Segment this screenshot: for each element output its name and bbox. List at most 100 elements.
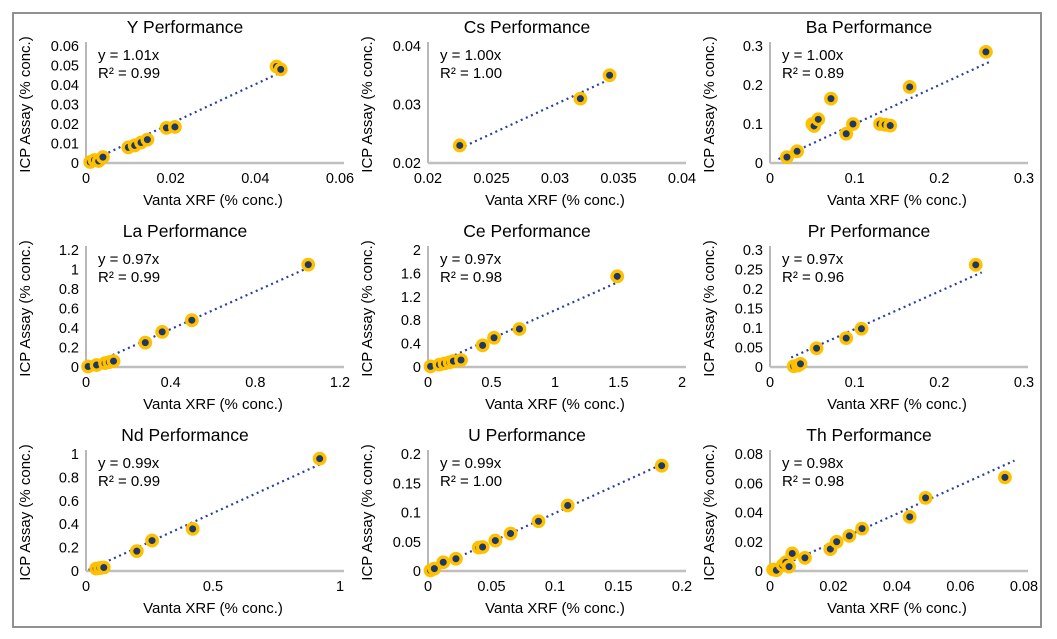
y-axis-label: ICP Assay (% conc.) bbox=[17, 36, 34, 172]
data-points bbox=[81, 257, 316, 374]
x-tick-label: 0.3 bbox=[1014, 375, 1034, 391]
y-tick-label: 1.2 bbox=[401, 290, 421, 306]
x-tick-labels: 0 0.5 1 1.5 2 bbox=[424, 375, 686, 391]
chart-ba-performance: 0 0.1 0.2 0.3 0 0.1 0.2 0.3 y = 1.00x R² = 0.89 Ba… bbox=[698, 14, 1040, 218]
y-tick-label: 0.04 bbox=[51, 78, 79, 94]
data-points bbox=[89, 451, 327, 576]
data-point bbox=[512, 322, 527, 336]
data-point bbox=[129, 544, 144, 559]
y-axis-label: ICP Assay (% conc.) bbox=[701, 240, 718, 376]
data-point bbox=[488, 533, 503, 548]
x-tick-labels: 0 0.4 0.8 1.2 bbox=[82, 375, 350, 391]
y-tick-label: 1 bbox=[71, 263, 79, 279]
y-tick-label: 0.03 bbox=[393, 98, 421, 114]
data-points bbox=[786, 257, 983, 374]
chart-nd-performance: 0 0.5 1 0 0.2 0.4 0.6 0.8 1 y = 0.99x R² = 0.99 Nd … bbox=[14, 422, 356, 626]
y-tick-labels: 0 0.05 0.1 0.15 0.2 0.25 0.3 bbox=[735, 243, 763, 376]
y-tick-label: 0.2 bbox=[401, 447, 421, 463]
x-axis-label: Vanta XRF (% conc.) bbox=[485, 396, 625, 413]
trend-line bbox=[428, 462, 664, 572]
data-point bbox=[96, 560, 111, 575]
data-point bbox=[785, 546, 800, 561]
x-axis-label: Vanta XRF (% conc.) bbox=[827, 192, 967, 209]
y-tick-label: 0.05 bbox=[51, 59, 79, 75]
x-tick-label: 0 bbox=[766, 375, 774, 391]
trend-line bbox=[87, 69, 286, 164]
data-points bbox=[83, 59, 288, 169]
x-tick-label: 0.035 bbox=[600, 171, 636, 187]
x-tick-label: 0.1 bbox=[845, 171, 865, 187]
x-axis-label: Vanta XRF (% conc.) bbox=[143, 600, 283, 617]
data-point bbox=[782, 559, 796, 574]
data-point bbox=[654, 458, 669, 473]
data-point bbox=[573, 91, 588, 106]
x-axis-label: Vanta XRF (% conc.) bbox=[485, 600, 625, 617]
data-point bbox=[798, 550, 812, 565]
data-points bbox=[423, 458, 669, 578]
y-tick-label: 1 bbox=[71, 447, 79, 463]
trend-line bbox=[459, 77, 613, 150]
y-tick-label: 0.02 bbox=[51, 117, 79, 133]
x-tick-label: 0.05 bbox=[477, 579, 505, 595]
data-point bbox=[854, 321, 869, 336]
data-point bbox=[138, 335, 153, 350]
data-point bbox=[998, 470, 1012, 485]
data-point bbox=[184, 313, 199, 328]
r-squared-label: R² = 0.99 bbox=[98, 473, 160, 490]
y-tick-labels: 0 0.2 0.4 0.6 0.8 1 1.2 bbox=[59, 243, 79, 376]
y-tick-label: 0.8 bbox=[59, 470, 79, 486]
trend-line bbox=[790, 271, 983, 359]
y-tick-label: 0.02 bbox=[393, 156, 421, 172]
equation-label: y = 0.99x bbox=[440, 455, 502, 472]
r-squared-label: R² = 0.89 bbox=[782, 65, 844, 82]
r-squared-label: R² = 0.99 bbox=[98, 269, 160, 286]
chart-th-performance: 0 0.02 0.04 0.06 0.08 0 0.02 0.04 0.06 0.08 y = 0.… bbox=[698, 422, 1040, 626]
x-tick-label: 0.03 bbox=[541, 171, 569, 187]
y-tick-label: 0.04 bbox=[735, 506, 763, 522]
x-tick-label: 1.2 bbox=[330, 375, 350, 391]
x-tick-label: 0 bbox=[424, 375, 432, 391]
y-axis-label: ICP Assay (% conc.) bbox=[359, 36, 376, 172]
y-tick-label: 0 bbox=[71, 360, 79, 376]
x-tick-label: 0 bbox=[766, 579, 774, 595]
x-tick-labels: 0 0.02 0.04 0.06 0.08 bbox=[766, 579, 1038, 595]
y-tick-label: 0.25 bbox=[735, 263, 763, 279]
x-tick-labels: 0.02 0.025 0.03 0.035 0.04 bbox=[414, 171, 696, 187]
equation-label: y = 1.00x bbox=[782, 47, 844, 64]
data-point bbox=[436, 555, 451, 570]
x-tick-label: 0.02 bbox=[414, 171, 442, 187]
x-tick-label: 0.04 bbox=[668, 171, 696, 187]
x-axis-label: Vanta XRF (% conc.) bbox=[143, 192, 283, 209]
y-tick-labels: 0 0.1 0.2 0.3 bbox=[743, 39, 763, 172]
y-tick-label: 0.4 bbox=[59, 321, 79, 337]
x-tick-labels: 0 0.5 1 bbox=[82, 579, 344, 595]
chart-la-performance: 0 0.4 0.8 1.2 0 0.2 0.4 0.6 0.8 1 1.2 y = 0.97x R² =… bbox=[14, 218, 356, 422]
y-tick-label: 0.02 bbox=[735, 535, 763, 551]
y-tick-label: 0.03 bbox=[51, 98, 79, 114]
y-tick-label: 1.2 bbox=[59, 243, 79, 259]
y-tick-labels: 0 0.4 0.8 1.2 1.6 2 bbox=[401, 243, 421, 376]
trend-line bbox=[428, 280, 619, 368]
y-tick-label: 0.4 bbox=[59, 517, 79, 533]
y-tick-label: 2 bbox=[413, 243, 421, 259]
data-points bbox=[423, 269, 625, 374]
chart-u-performance: 0 0.05 0.1 0.15 0.2 0 0.05 0.1 0.15 0.2 y = 0.99x R… bbox=[356, 422, 698, 626]
y-tick-label: 0.6 bbox=[59, 494, 79, 510]
data-point bbox=[602, 68, 617, 83]
chart-title: Pr Performance bbox=[808, 221, 931, 241]
data-point bbox=[155, 325, 170, 339]
y-tick-label: 0.8 bbox=[401, 313, 421, 329]
y-tick-label: 0 bbox=[755, 156, 763, 172]
data-point bbox=[918, 490, 933, 505]
chart-title: Y Performance bbox=[127, 17, 243, 37]
data-point bbox=[106, 354, 121, 369]
data-point bbox=[145, 533, 159, 548]
x-tick-label: 0.02 bbox=[819, 579, 847, 595]
y-tick-label: 0.2 bbox=[743, 282, 763, 298]
equation-label: y = 0.98x bbox=[782, 455, 844, 472]
trend-line bbox=[88, 462, 323, 571]
r-squared-label: R² = 0.96 bbox=[782, 269, 844, 286]
data-point bbox=[475, 540, 490, 554]
data-point bbox=[978, 44, 993, 59]
